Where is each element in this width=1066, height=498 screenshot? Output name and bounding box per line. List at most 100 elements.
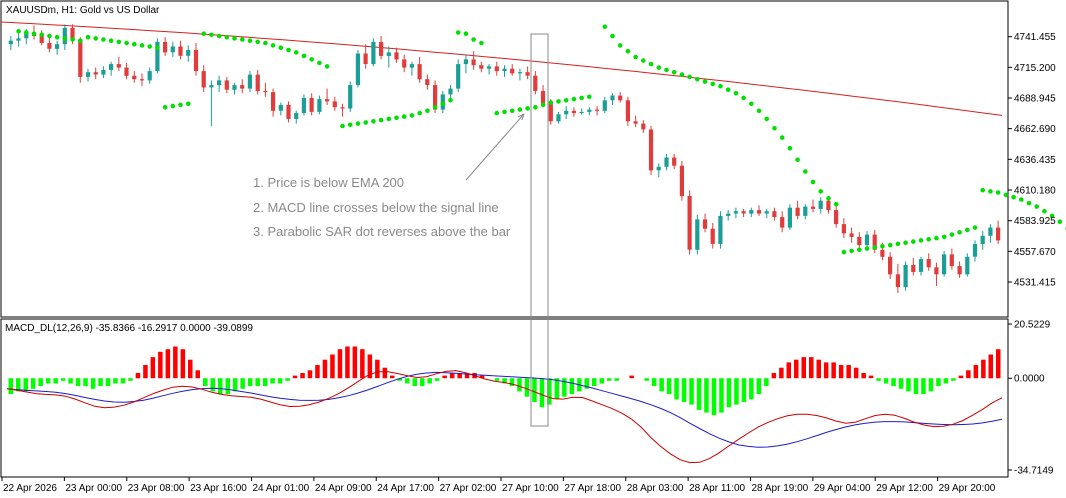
candle-body [147, 71, 152, 81]
macd-histogram-bar [225, 378, 230, 395]
candle-body [818, 200, 823, 209]
sar-dot [718, 83, 723, 89]
candle-body [425, 79, 430, 85]
macd-y-axis: 20.5229 0.0000 -34.7149 [1008, 320, 1054, 477]
macd-histogram-bar [958, 375, 964, 379]
candle-body [926, 259, 931, 268]
sar-dot [980, 187, 985, 193]
macd-panel-frame [0, 318, 1009, 478]
time-tick-label: 27 Apr 02:00 [440, 483, 497, 494]
macd-histogram-bar [809, 357, 814, 379]
macd-histogram-bar [876, 378, 881, 381]
macd-histogram-bar [90, 378, 96, 389]
macd-histogram-bar [734, 378, 739, 405]
candle-body [193, 50, 199, 71]
sar-dot [540, 102, 546, 108]
macd-plot [6, 346, 1003, 464]
time-tick-label: 28 Apr 11:00 [689, 483, 745, 494]
macd-histogram-bar [449, 373, 455, 379]
candle-body [857, 236, 862, 246]
macd-histogram-bar [607, 378, 612, 381]
candle-body [379, 41, 384, 56]
candle-body [116, 64, 121, 68]
candle-body [371, 41, 376, 65]
sar-dot [525, 106, 530, 111]
macd-histogram-bar [68, 378, 73, 384]
sar-dot [671, 69, 677, 75]
candle-body [124, 67, 129, 76]
macd-histogram-bar [726, 378, 732, 408]
candle-body [841, 224, 846, 234]
candle-body [525, 72, 530, 76]
time-tick-label: 24 Apr 09:00 [315, 483, 372, 494]
macd-histogram-bar [158, 351, 163, 379]
sar-dot [31, 31, 37, 36]
signal-highlight-box [530, 33, 549, 427]
sar-dot [617, 43, 623, 48]
macd-histogram-bar [756, 378, 762, 395]
macd-histogram-bar [704, 378, 709, 413]
sar-dot [1057, 219, 1063, 224]
sar-dot [918, 238, 924, 243]
sar-dot [170, 103, 176, 109]
sar-dot [340, 123, 345, 129]
macd-histogram-bar [524, 378, 530, 397]
candle-body [39, 36, 44, 43]
macd-histogram-bar [547, 378, 552, 405]
sar-dot [455, 30, 461, 35]
annotation-arrow-head [517, 113, 525, 121]
sar-dot [116, 39, 122, 45]
macd-tick-label: 0.0000 [1014, 374, 1045, 385]
macd-histogram-bar [868, 375, 874, 379]
sar-dot [903, 240, 908, 246]
candle-body [101, 69, 106, 75]
sar-dot [941, 234, 947, 240]
macd-histogram-bar [210, 378, 215, 392]
macd-histogram-bar [659, 378, 664, 392]
candle-body [471, 59, 476, 66]
macd-histogram-bar [30, 378, 36, 389]
candle-body [980, 235, 985, 244]
candle-body [749, 210, 754, 214]
candle-body [494, 66, 499, 72]
candle-body [540, 90, 546, 104]
candle-body [587, 109, 592, 112]
candle-body [764, 211, 769, 214]
sar-dot [810, 179, 816, 185]
candle-body [394, 52, 399, 60]
sar-dot [826, 196, 831, 201]
sar-dot [965, 227, 970, 233]
macd-histogram-bar [666, 378, 672, 395]
macd-histogram-bar [240, 378, 245, 389]
candle-body [772, 211, 777, 217]
macd-histogram-bar [45, 378, 51, 384]
candle-body [463, 59, 468, 65]
candle-body [556, 114, 561, 122]
time-tick-label: 27 Apr 10:00 [502, 483, 559, 494]
candle-body [618, 95, 623, 101]
candle-body [186, 50, 191, 56]
sar-dot [85, 34, 91, 40]
candle-body [780, 217, 785, 228]
candle-body [741, 211, 746, 214]
macd-histogram-bar [913, 378, 919, 395]
sar-dot [641, 58, 646, 63]
price-tick-label: 4583.925 [1014, 216, 1056, 227]
sar-dot [425, 108, 430, 114]
candle-body [672, 157, 677, 166]
sar-dot [926, 237, 931, 242]
macd-histogram-bar [105, 378, 111, 387]
candle-body [849, 233, 854, 237]
sar-dot [78, 38, 83, 43]
sar-dot [695, 76, 700, 82]
sar-dot [324, 64, 330, 69]
candle-body [810, 206, 816, 209]
macd-histogram-bar [195, 370, 200, 379]
macd-histogram-bar [390, 375, 395, 379]
macd-histogram-bar [442, 375, 447, 379]
sar-dot [278, 45, 284, 50]
price-tick-label: 4715.200 [1014, 63, 1056, 74]
candle-body [301, 97, 306, 114]
sar-dot [132, 41, 137, 47]
time-tick-label: 24 Apr 01:00 [253, 483, 310, 494]
